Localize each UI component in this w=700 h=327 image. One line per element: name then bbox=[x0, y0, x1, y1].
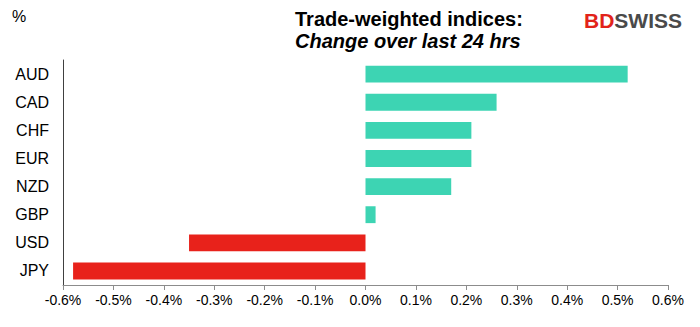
svg-text:JPY: JPY bbox=[20, 262, 50, 279]
svg-text:Trade-weighted indices:: Trade-weighted indices: bbox=[295, 8, 523, 30]
svg-text:Change over last 24 hrs: Change over last 24 hrs bbox=[295, 30, 521, 52]
svg-text:-0.4%: -0.4% bbox=[146, 292, 183, 308]
svg-text:0.5%: 0.5% bbox=[602, 292, 634, 308]
svg-text:BD: BD bbox=[584, 9, 614, 32]
svg-text:0.6%: 0.6% bbox=[652, 292, 684, 308]
svg-text:%: % bbox=[12, 8, 26, 25]
svg-text:0.3%: 0.3% bbox=[501, 292, 533, 308]
svg-text:-0.3%: -0.3% bbox=[196, 292, 233, 308]
svg-text:-0.1%: -0.1% bbox=[297, 292, 334, 308]
svg-text:0.4%: 0.4% bbox=[551, 292, 583, 308]
svg-text:USD: USD bbox=[15, 234, 49, 251]
svg-text:-0.5%: -0.5% bbox=[95, 292, 132, 308]
svg-text:AUD: AUD bbox=[15, 66, 49, 83]
svg-text:GBP: GBP bbox=[15, 206, 49, 223]
svg-text:0.1%: 0.1% bbox=[400, 292, 432, 308]
svg-text:0.0%: 0.0% bbox=[350, 292, 382, 308]
svg-text:EUR: EUR bbox=[15, 150, 49, 167]
svg-text:SWISS: SWISS bbox=[614, 9, 682, 32]
svg-text:0.2%: 0.2% bbox=[450, 292, 482, 308]
svg-text:CAD: CAD bbox=[15, 94, 49, 111]
svg-text:NZD: NZD bbox=[16, 178, 49, 195]
svg-text:CHF: CHF bbox=[16, 122, 49, 139]
svg-text:-0.6%: -0.6% bbox=[45, 292, 82, 308]
svg-text:-0.2%: -0.2% bbox=[246, 292, 283, 308]
